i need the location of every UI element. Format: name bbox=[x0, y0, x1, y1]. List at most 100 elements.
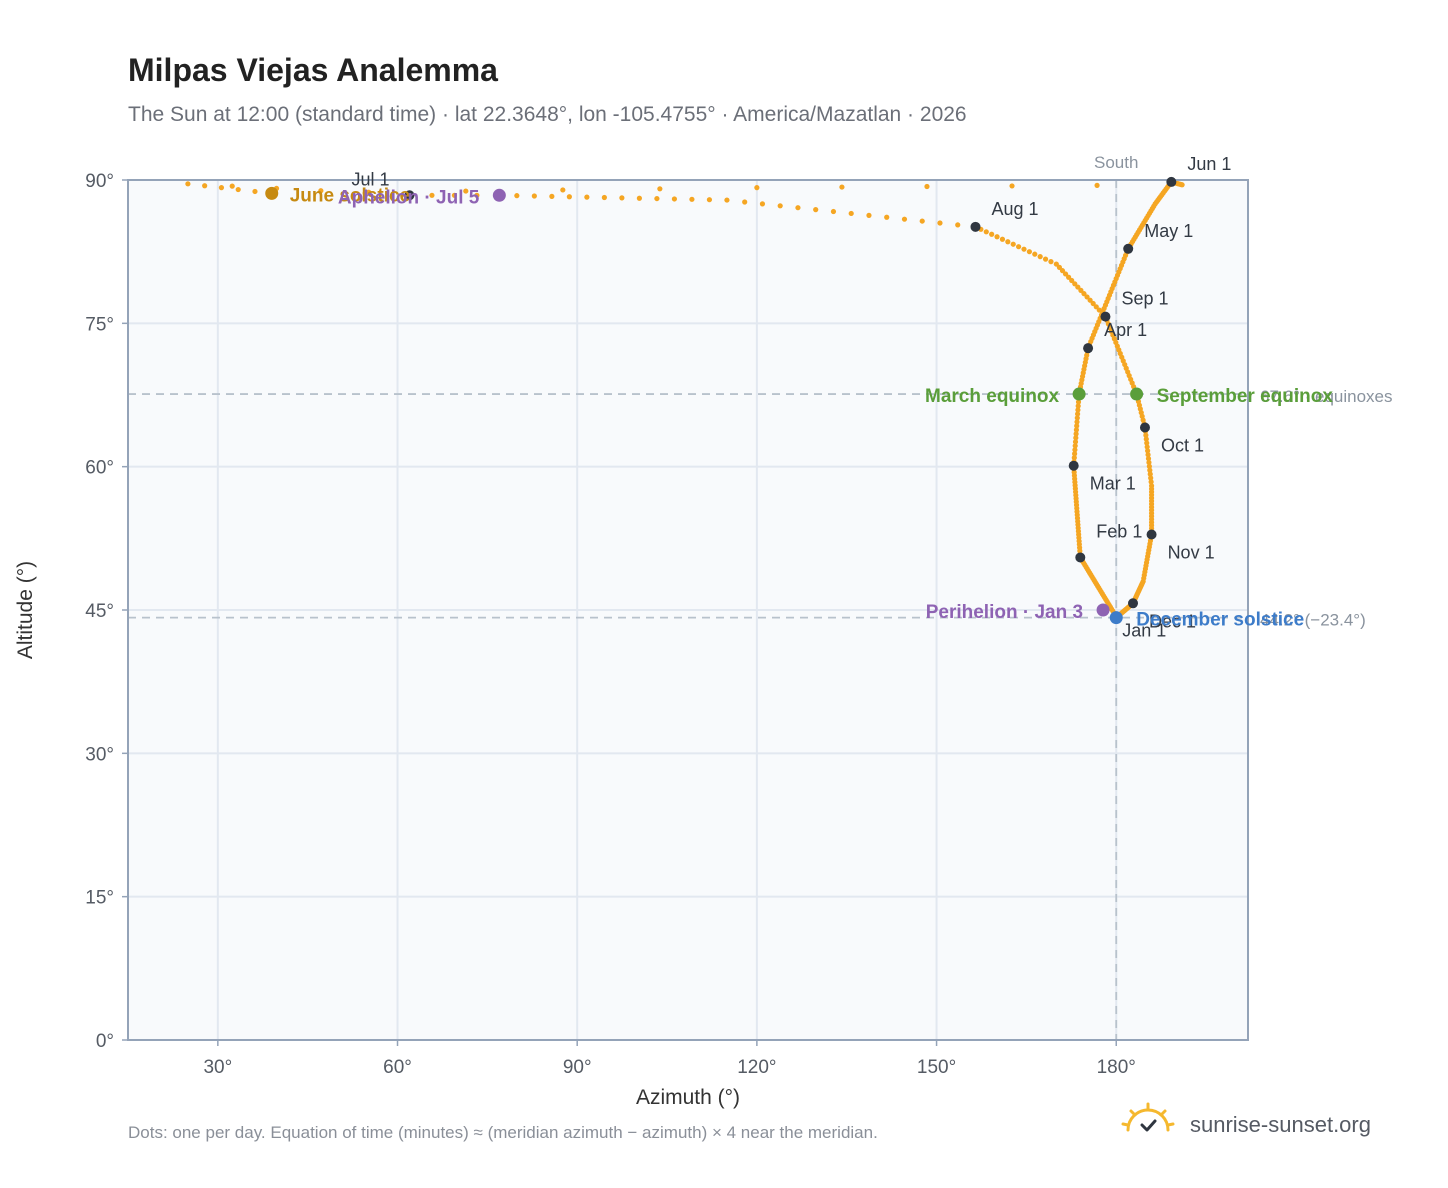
y-tick-label: 60° bbox=[85, 458, 114, 479]
event-marker-equinox bbox=[1130, 387, 1144, 401]
event-label: December solstice bbox=[1136, 610, 1304, 631]
analemma-day-dot bbox=[813, 207, 819, 213]
analemma-day-dot bbox=[229, 183, 235, 189]
analemma-day-dot bbox=[866, 212, 872, 218]
analemma-day-dot bbox=[429, 192, 435, 198]
analemma-day-dot bbox=[531, 193, 537, 199]
event-marker-apsis bbox=[492, 188, 506, 202]
analemma-day-dot bbox=[1042, 256, 1049, 262]
month-label: Jan 1 bbox=[1122, 621, 1166, 641]
analemma-day-dot bbox=[1148, 475, 1154, 481]
analemma-day-dot bbox=[1032, 251, 1038, 257]
analemma-day-dot bbox=[706, 197, 713, 203]
analemma-day-dot bbox=[1053, 261, 1059, 267]
analemma-day-dot bbox=[994, 234, 1000, 240]
y-tick-label: 75° bbox=[85, 314, 114, 335]
analemma-day-dot bbox=[1090, 300, 1096, 307]
event-label: June solstice bbox=[290, 185, 410, 206]
analemma-day-dot bbox=[1145, 452, 1151, 458]
analemma-day-dot bbox=[1072, 447, 1078, 453]
analemma-day-dot bbox=[636, 195, 642, 201]
y-tick-label: 45° bbox=[85, 601, 114, 622]
analemma-day-dot bbox=[362, 190, 368, 196]
analemma-day-dot bbox=[924, 183, 930, 190]
month-label: Nov 1 bbox=[1168, 543, 1215, 563]
brand-name: sunrise-sunset.org bbox=[1190, 1112, 1371, 1137]
y-tick-label: 15° bbox=[85, 888, 114, 909]
analemma-day-dot bbox=[601, 194, 607, 201]
analemma-day-dot bbox=[671, 196, 678, 202]
analemma-day-dot bbox=[1062, 271, 1069, 277]
brand[interactable]: sunrise-sunset.org bbox=[1120, 1100, 1400, 1150]
analemma-day-dot bbox=[1146, 463, 1152, 469]
analemma-day-dot bbox=[1059, 268, 1066, 274]
analemma-day-dot bbox=[1087, 297, 1093, 303]
y-tick-label: 30° bbox=[85, 744, 114, 765]
analemma-day-dot bbox=[689, 196, 695, 202]
analemma-day-dot bbox=[1148, 479, 1154, 485]
analemma-day-dot bbox=[919, 218, 925, 224]
analemma-day-dot bbox=[754, 185, 760, 191]
month-label: Oct 1 bbox=[1161, 435, 1204, 455]
month-marker bbox=[1068, 460, 1079, 471]
analemma-day-dot bbox=[901, 216, 908, 222]
analemma-day-dot bbox=[1021, 246, 1027, 252]
analemma-day-dot bbox=[1144, 440, 1150, 446]
month-marker bbox=[1166, 176, 1177, 187]
analemma-day-dot bbox=[1078, 287, 1084, 293]
analemma-day-dot bbox=[1179, 182, 1185, 188]
analemma-day-dot bbox=[619, 195, 625, 201]
analemma-day-dot bbox=[777, 203, 783, 209]
month-marker bbox=[1075, 552, 1086, 563]
event-label: Aphelion · Jul 5 bbox=[338, 187, 480, 208]
month-marker bbox=[1139, 422, 1150, 433]
analemma-day-dot bbox=[1005, 239, 1011, 245]
analemma-day-dot bbox=[795, 205, 801, 211]
analemma-day-dot bbox=[1071, 455, 1077, 461]
analemma-day-dot bbox=[560, 187, 566, 193]
analemma-day-dot bbox=[1010, 241, 1016, 247]
month-marker bbox=[1128, 598, 1139, 609]
x-tick-label: 90° bbox=[563, 1057, 592, 1078]
event-marker-solstice-june bbox=[265, 186, 279, 200]
month-label: Sep 1 bbox=[1121, 289, 1168, 309]
analemma-day-dot bbox=[1074, 419, 1080, 425]
analemma-day-dot bbox=[724, 197, 730, 203]
month-marker bbox=[1083, 343, 1094, 354]
analemma-day-dot bbox=[1073, 435, 1079, 441]
analemma-day-dot bbox=[989, 231, 995, 237]
analemma-day-dot bbox=[1075, 403, 1081, 409]
analemma-day-dot bbox=[1145, 455, 1152, 462]
x-tick-label: 150° bbox=[917, 1057, 956, 1078]
event-marker-solstice-december bbox=[1109, 611, 1123, 625]
analemma-day-dot bbox=[1066, 274, 1072, 280]
month-label: Aug 1 bbox=[991, 199, 1038, 219]
analemma-day-dot bbox=[1075, 411, 1081, 417]
analemma-day-dot bbox=[955, 222, 961, 228]
analemma-day-dot bbox=[1016, 244, 1022, 250]
y-axis-label: Altitude (°) bbox=[14, 561, 37, 659]
analemma-day-dot bbox=[1037, 254, 1043, 260]
analemma-day-dot bbox=[1084, 294, 1090, 300]
month-label: Apr 1 bbox=[1104, 320, 1147, 340]
analemma-day-dot bbox=[884, 214, 890, 220]
analemma-day-dot bbox=[252, 188, 258, 195]
analemma-day-dot bbox=[514, 193, 520, 199]
x-tick-label: 30° bbox=[203, 1057, 232, 1078]
analemma-day-dot bbox=[1026, 249, 1032, 255]
x-axis-label: Azimuth (°) bbox=[636, 1086, 740, 1109]
month-marker bbox=[1146, 529, 1157, 540]
analemma-day-dot bbox=[1048, 259, 1054, 265]
y-tick-label: 0° bbox=[96, 1031, 114, 1052]
month-label: Jul 1 bbox=[351, 169, 389, 189]
analemma-day-dot bbox=[654, 195, 660, 202]
analemma-day-dot bbox=[1146, 459, 1152, 466]
analemma-day-dot bbox=[1144, 444, 1150, 450]
analemma-day-dot bbox=[1072, 281, 1078, 287]
analemma-day-dot bbox=[1073, 427, 1080, 433]
month-label: May 1 bbox=[1144, 221, 1193, 241]
x-tick-label: 60° bbox=[383, 1057, 412, 1078]
analemma-day-dot bbox=[549, 193, 555, 199]
analemma-day-dot bbox=[584, 194, 590, 200]
